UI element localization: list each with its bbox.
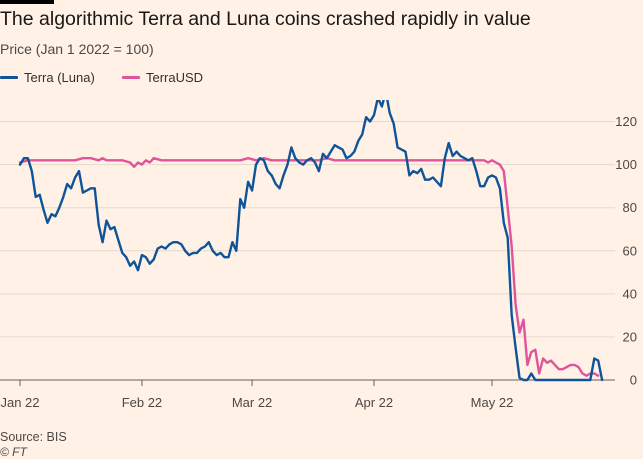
line-chart: 0 20 40 60 80 100 120 Jan 22 Feb 22 Mar 22 Apr 22 M… [0,100,637,410]
legend-swatch-terra-luna [0,76,18,79]
x-tick-label: Apr 22 [355,395,393,410]
legend-item-terra-luna: Terra (Luna) [0,70,95,85]
ft-top-bar [0,0,54,4]
series-line-terrausd [18,157,600,377]
source-note: Source: BIS [0,430,67,444]
y-tick-label: 40 [623,286,637,301]
x-tick-label: Feb 22 [122,395,162,410]
chart-title: The algorithmic Terra and Luna coins cra… [0,8,531,30]
x-tick-label: Mar 22 [232,395,272,410]
y-tick-label: 20 [623,329,637,344]
y-tick-label: 120 [615,114,637,129]
chart-subtitle: Price (Jan 1 2022 = 100) [0,41,154,57]
y-tick-label: 60 [623,243,637,258]
legend-label-terra-luna: Terra (Luna) [24,70,95,85]
legend-item-terrausd: TerraUSD [122,70,203,85]
legend-swatch-terrausd [122,76,140,79]
y-tick-label: 0 [630,373,637,388]
x-tick-label: May 22 [471,395,514,410]
x-tick-label: Jan 22 [0,395,39,410]
y-tick-label: 100 [615,157,637,172]
credit-note: © FT [0,445,27,459]
y-tick-label: 80 [623,200,637,215]
series-line-terra-luna [18,100,604,382]
legend-label-terrausd: TerraUSD [146,70,204,85]
